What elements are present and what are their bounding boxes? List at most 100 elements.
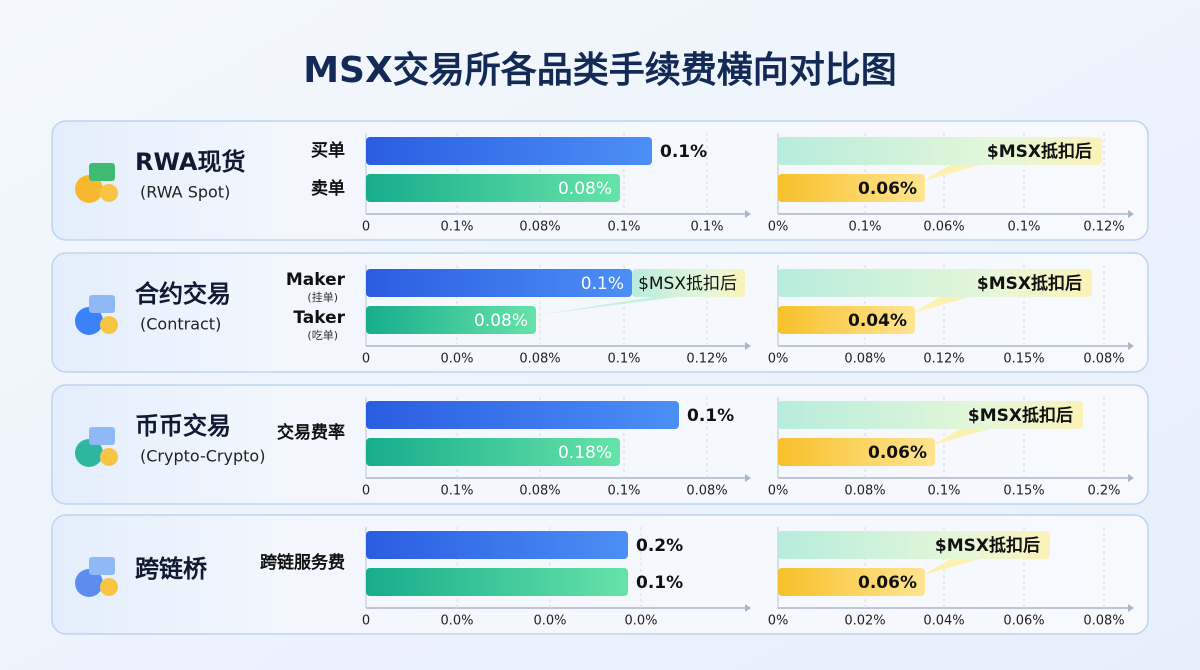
tick-label: 0.08% (519, 220, 560, 235)
row-label: 买单 (311, 140, 345, 161)
axis-arrow (1128, 210, 1134, 218)
tick-label: 0 (362, 352, 370, 367)
fee-bar (366, 137, 652, 165)
tick-label: 0.0% (440, 352, 473, 367)
row-label: 跨链服务费 (260, 552, 345, 573)
tick-label: 0.0% (533, 614, 566, 629)
fee-bar (366, 401, 679, 429)
row-label: Maker (286, 270, 346, 290)
tick-label: 0 (362, 220, 370, 235)
tick-label: 0 (362, 614, 370, 629)
note-box (778, 531, 1050, 559)
tick-label: 0.12% (1083, 220, 1124, 235)
tick-label: 0.08% (1083, 352, 1124, 367)
discount-label: 0.06% (858, 573, 917, 593)
category-name: 跨链桥 (135, 555, 208, 583)
tick-label: 0.2% (1087, 484, 1120, 499)
tick-label: 0.08% (844, 484, 885, 499)
note-pointer (923, 165, 980, 181)
note-pointer (933, 429, 990, 445)
category-name: 币币交易 (135, 412, 231, 440)
row-label: Taker (293, 308, 345, 328)
category-subtitle: (Crypto-Crypto) (140, 447, 265, 466)
note-box (778, 401, 1083, 429)
bar-label: 0.1% (687, 406, 734, 426)
tick-label: 0.0% (440, 614, 473, 629)
title: MSX交易所各品类手续费横向对比图 (303, 49, 897, 91)
tick-label: 0.1% (440, 484, 473, 499)
tick-label: 0.1% (1007, 220, 1040, 235)
tick-label: 0.0% (624, 614, 657, 629)
icon-shape (89, 163, 115, 181)
fee-bar (366, 174, 620, 202)
axis-arrow (1128, 604, 1134, 612)
category-icon (75, 163, 118, 203)
tick-label: 0.15% (1003, 352, 1044, 367)
tick-label: 0.1% (690, 220, 723, 235)
discount-bar (778, 438, 935, 466)
tick-label: 0.1% (607, 484, 640, 499)
fee-bar (366, 568, 628, 596)
note-box (632, 269, 745, 297)
bar-label: 0.1% (581, 274, 624, 294)
category-icon (75, 427, 118, 467)
tick-label: 0.08% (686, 484, 727, 499)
tick-label: 0.1% (607, 220, 640, 235)
tick-label: 0.08% (1083, 614, 1124, 629)
tick-label: 0.12% (923, 352, 964, 367)
icon-shape (75, 439, 103, 467)
axis-arrow (745, 342, 751, 350)
tick-label: 0.02% (844, 614, 885, 629)
discount-label: 0.06% (868, 443, 927, 463)
axis-arrow (1128, 474, 1134, 482)
tick-label: 0.08% (519, 484, 560, 499)
category-subtitle: (RWA Spot) (140, 183, 230, 202)
bar-label: 0.2% (636, 536, 683, 556)
note-label: $MSX抵扣后 (638, 274, 737, 294)
row-sublabel: (吃单) (307, 329, 338, 342)
icon-shape (89, 295, 115, 313)
tick-label: 0% (768, 220, 789, 235)
tick-label: 0.1% (607, 352, 640, 367)
icon-shape (100, 184, 118, 202)
category-name: RWA现货 (135, 148, 245, 176)
row-label: 交易费率 (277, 422, 345, 443)
icon-shape (89, 557, 115, 575)
note-pointer (538, 297, 677, 315)
tick-label: 0.08% (844, 352, 885, 367)
row-label: 卖单 (311, 178, 345, 199)
axis-arrow (745, 604, 751, 612)
note-label: $MSX抵扣后 (987, 141, 1092, 162)
tick-label: 0.1% (927, 484, 960, 499)
icon-shape (75, 569, 103, 597)
tick-label: 0.12% (686, 352, 727, 367)
fee-bar (366, 438, 620, 466)
discount-bar (778, 306, 915, 334)
bar-label: 0.1% (636, 573, 683, 593)
icon-shape (89, 427, 115, 445)
note-box (778, 137, 1102, 165)
bar-label: 0.18% (558, 443, 612, 463)
axis-arrow (745, 210, 751, 218)
bar-label: 0.1% (660, 142, 707, 162)
note-label: $MSX抵扣后 (935, 535, 1040, 556)
axis-arrow (1128, 342, 1134, 350)
note-label: $MSX抵扣后 (977, 273, 1082, 294)
row-sublabel: (挂单) (307, 290, 338, 304)
tick-label: 0.06% (1003, 614, 1044, 629)
category-name: 合约交易 (135, 280, 231, 308)
note-label: $MSX抵扣后 (968, 405, 1073, 426)
icon-shape (100, 316, 118, 334)
icon-shape (75, 307, 103, 335)
tick-label: 0.04% (923, 614, 964, 629)
category-subtitle: (Contract) (140, 315, 221, 334)
fee-bar (366, 531, 628, 559)
discount-bar (778, 174, 925, 202)
bar-label: 0.08% (558, 179, 612, 199)
tick-label: 0.1% (440, 220, 473, 235)
bar-label: 0.08% (474, 311, 528, 331)
axis-arrow (745, 474, 751, 482)
fee-bar (366, 269, 632, 297)
tick-label: 0.15% (1003, 484, 1044, 499)
